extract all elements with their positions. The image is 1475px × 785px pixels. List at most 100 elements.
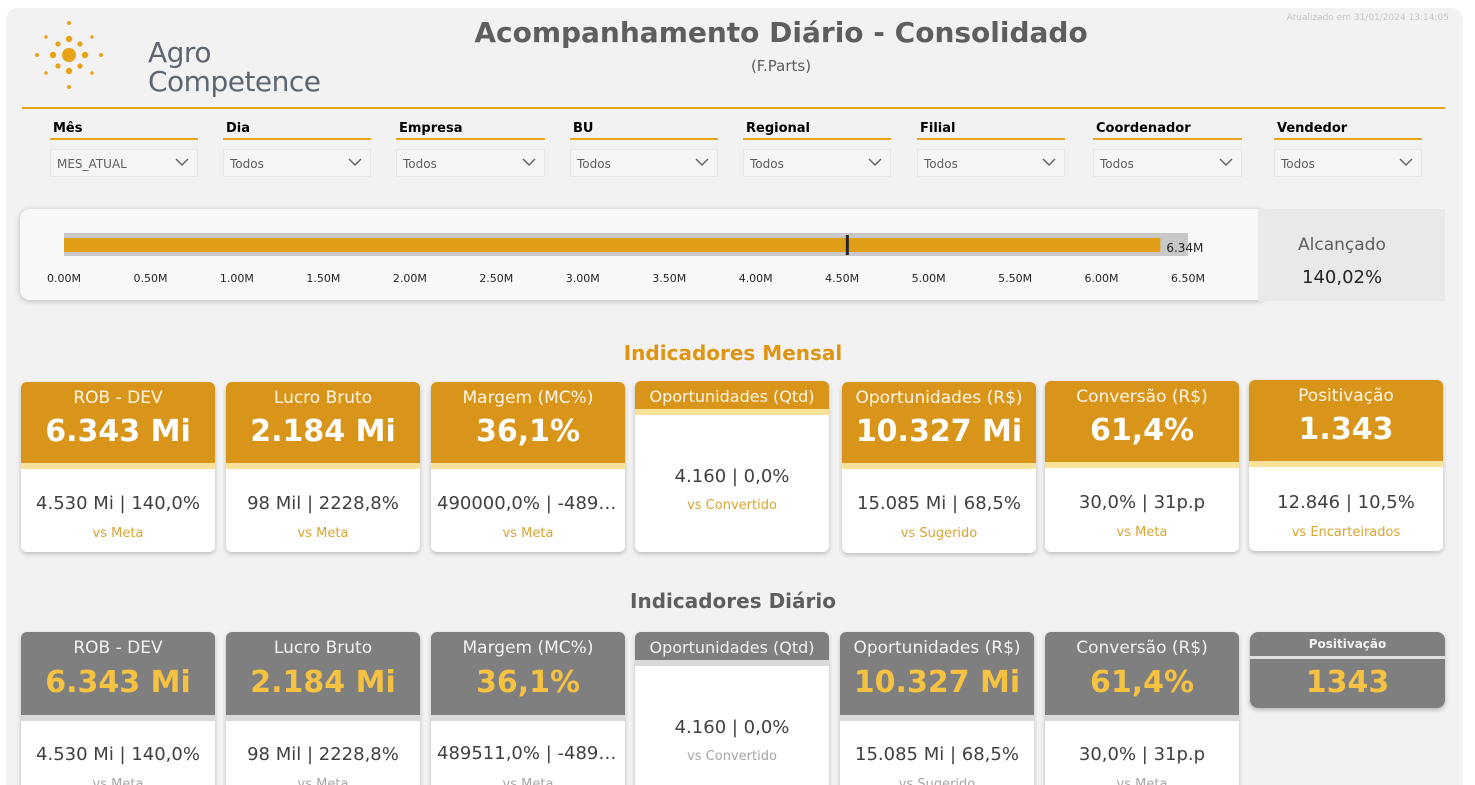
filter-bu: BU Todos: [570, 121, 718, 177]
reached-label: Alcançado: [1298, 235, 1386, 255]
kpi-card-positivacao: Positivação 1.343 12.846 | 10,5% vs Enca…: [1249, 380, 1443, 551]
chevron-down-icon: [348, 158, 362, 166]
chevron-down-icon: [1399, 158, 1413, 166]
last-updated-label: Atualizado em 31/01/2024 13:14:05: [1286, 13, 1449, 23]
kpi-header: [635, 381, 829, 409]
gauge-target-marker: [845, 235, 849, 255]
kpi-strip: [1249, 461, 1443, 467]
kpi-name: Oportunidades (Qtd): [649, 638, 815, 657]
kpi-header: [842, 382, 1036, 463]
kpi-value: 1343: [1305, 665, 1390, 700]
filter-value: Todos: [750, 157, 784, 171]
gauge-tick-label: 0.50M: [133, 272, 167, 285]
kpi-meta: 98 Mil | 2228,8%: [247, 744, 399, 765]
chevron-down-icon: [868, 158, 882, 166]
gauge-tick-label: 2.00M: [393, 272, 427, 285]
kpi-strip: [431, 715, 625, 721]
gauge-tick-label: 1.00M: [220, 272, 254, 285]
kpi-header: [21, 632, 215, 715]
revenue-gauge-card: 6.34M 0.00M 0.50M 1.00M 1.50M 2.00M 2.50M 3.00…: [20, 209, 1267, 300]
filter-label: Dia: [223, 121, 371, 140]
filter-dropdown[interactable]: Todos: [396, 149, 545, 177]
gauge-tick-label: 5.00M: [912, 272, 946, 285]
reached-card: Alcançado 140,02%: [1258, 209, 1445, 301]
kpi-name: Positivação: [1308, 637, 1387, 651]
kpi-header: [635, 632, 829, 660]
filter-value: Todos: [577, 157, 611, 171]
kpi-sub: vs Meta: [502, 526, 554, 541]
gauge-tick-label: 3.50M: [652, 272, 686, 285]
page-title: Acompanhamento Diário - Consolidado: [474, 16, 1088, 49]
kpi-name: Lucro Bruto: [273, 388, 373, 408]
kpi-value: 2.184 Mi: [250, 414, 396, 449]
logo-wordmark: Agro Competence: [148, 38, 321, 96]
filter-mes: Mês MES_ATUAL: [50, 121, 198, 177]
daily-kpi-card-lucro-bruto: Lucro Bruto 2.184 Mi 98 Mil | 2228,8% vs…: [226, 632, 420, 785]
kpi-header: [226, 632, 420, 715]
kpi-header: [1045, 381, 1239, 462]
filter-dropdown[interactable]: Todos: [1093, 149, 1242, 177]
kpi-card-oportunidades-qtd: Oportunidades (Qtd) 4.160 | 0,0% vs Conv…: [635, 381, 829, 552]
filter-label: Filial: [917, 121, 1065, 140]
kpi-strip: [840, 715, 1034, 721]
kpi-name: Positivação: [1298, 386, 1394, 406]
revenue-gauge: 6.34M 0.00M 0.50M 1.00M 1.50M 2.00M 2.50M 3.00…: [47, 233, 1205, 285]
filter-dropdown[interactable]: Todos: [223, 149, 371, 177]
kpi-meta: 30,0% | 31p.p: [1078, 492, 1206, 513]
gauge-tick-label: 3.00M: [566, 272, 600, 285]
kpi-name: Lucro Bruto: [273, 638, 373, 658]
kpi-name: Margem (MC%): [462, 388, 594, 408]
kpi-name: ROB - DEV: [73, 638, 163, 658]
kpi-meta: 4.530 Mi | 140,0%: [36, 744, 200, 765]
kpi-strip: [842, 463, 1036, 469]
gauge-value-label: 6.34M: [1166, 241, 1203, 255]
filter-dropdown[interactable]: MES_ATUAL: [50, 149, 198, 177]
filter-label: Vendedor: [1274, 121, 1422, 140]
daily-kpi-card-margem: Margem (MC%) 36,1% 489511,0% | -489.... …: [431, 632, 625, 785]
kpi-header: [431, 382, 625, 463]
kpi-value: 6.343 Mi: [45, 665, 191, 700]
filter-empresa: Empresa Todos: [396, 121, 545, 177]
kpi-strip: [1250, 656, 1445, 659]
kpi-header: [226, 382, 420, 463]
kpi-value: 61,4%: [1089, 413, 1195, 448]
gauge-tick-label: 5.50M: [998, 272, 1032, 285]
kpi-strip: [635, 660, 829, 666]
kpi-card-oportunidades-rs: Oportunidades (R$) 10.327 Mi 15.085 Mi |…: [842, 382, 1036, 553]
filter-dropdown[interactable]: Todos: [1274, 149, 1422, 177]
kpi-strip: [635, 409, 829, 415]
kpi-strip: [431, 463, 625, 469]
filter-dropdown[interactable]: Todos: [917, 149, 1065, 177]
gauge-tick-label: 6.00M: [1085, 272, 1119, 285]
daily-kpi-card-oportunidades-qtd: Oportunidades (Qtd) 4.160 | 0,0% vs Conv…: [635, 632, 829, 785]
filter-value: Todos: [230, 157, 264, 171]
kpi-strip: [21, 715, 215, 721]
kpi-sub: vs Meta: [297, 777, 349, 785]
filter-value: Todos: [924, 157, 958, 171]
chevron-down-icon: [1219, 158, 1233, 166]
filter-label: Empresa: [396, 121, 545, 140]
kpi-meta: 489511,0% | -489....: [437, 743, 622, 764]
kpi-sub: vs Meta: [297, 526, 349, 541]
agro-competence-logo: Agro Competence: [30, 14, 321, 96]
kpi-sub: vs Meta: [502, 777, 554, 785]
kpi-card-margem: Margem (MC%) 36,1% 490000,0% | -489.... …: [431, 382, 625, 552]
kpi-value: 1.343: [1298, 412, 1394, 447]
daily-kpi-card-positivacao: Positivação 1343: [1250, 632, 1445, 708]
kpi-name: Conversão (R$): [1076, 638, 1208, 658]
filter-dropdown[interactable]: Todos: [570, 149, 718, 177]
kpi-sub: vs Convertido: [687, 498, 777, 513]
filter-filial: Filial Todos: [917, 121, 1065, 177]
filter-dia: Dia Todos: [223, 121, 371, 177]
kpi-value: 36,1%: [475, 414, 581, 449]
kpi-sub: vs Encarteirados: [1291, 525, 1401, 540]
daily-section-title: Indicadores Diário: [630, 589, 836, 613]
kpi-meta: 4.160 | 0,0%: [674, 717, 790, 738]
kpi-meta: 490000,0% | -489....: [437, 493, 622, 514]
kpi-strip: [1045, 462, 1239, 468]
gauge-tick-labels: 0.00M 0.50M 1.00M 1.50M 2.00M 2.50M 3.00M 3.50M…: [47, 272, 1205, 285]
kpi-sub: vs Convertido: [687, 749, 777, 764]
kpi-name: Oportunidades (R$): [853, 638, 1021, 658]
kpi-value: 10.327 Mi: [853, 665, 1021, 700]
filter-dropdown[interactable]: Todos: [743, 149, 891, 177]
